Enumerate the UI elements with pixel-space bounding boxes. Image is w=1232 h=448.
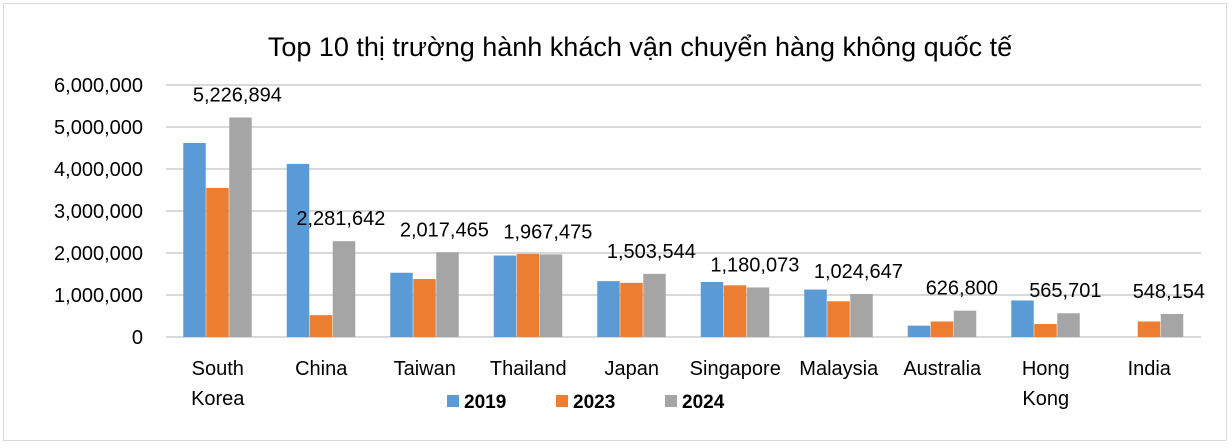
legend-swatch-2023 [556, 395, 568, 407]
data-label-2024: 2,281,642 [296, 208, 385, 230]
data-label-2024: 2,017,465 [400, 219, 489, 241]
x-tick-label: India [1128, 358, 1172, 380]
bar-2024 [436, 252, 459, 337]
bar-2024 [850, 293, 873, 337]
legend-swatch-2019 [447, 395, 459, 407]
bar-2019 [804, 289, 827, 337]
bar-2024 [953, 310, 977, 337]
y-tick-label: 6,000,000 [54, 75, 143, 97]
data-label-2024: 5,226,894 [193, 84, 282, 106]
data-label-2024: 565,701 [1029, 280, 1101, 302]
y-tick-label: 1,000,000 [54, 285, 143, 307]
bar-2023 [930, 321, 954, 337]
bar-2019 [286, 163, 310, 337]
x-tick-label: Kong [1022, 388, 1069, 410]
chart-title: Top 10 thị trường hành khách vận chuyển … [268, 32, 1012, 62]
legend-label-2024: 2024 [682, 392, 725, 413]
legend-label-2019: 2019 [464, 392, 506, 413]
y-tick-label: 3,000,000 [54, 201, 143, 223]
x-tick-label: Taiwan [394, 358, 456, 380]
bar-2019 [183, 142, 206, 337]
data-label-2024: 1,967,475 [503, 221, 592, 243]
bar-2019 [390, 272, 413, 337]
data-label-2024: 1,503,544 [607, 241, 696, 263]
bar-2024 [1057, 313, 1080, 337]
bar-2024 [746, 287, 770, 337]
data-label-2024: 1,024,647 [814, 261, 903, 283]
bar-2019 [1011, 300, 1034, 337]
bar-2023 [309, 315, 333, 337]
bar-2023 [1034, 323, 1057, 337]
y-tick-label: 0 [132, 327, 143, 349]
bar-2023 [516, 253, 540, 337]
y-tick-label: 4,000,000 [54, 159, 143, 181]
bar-2019 [907, 325, 931, 337]
x-tick-label: South [192, 358, 244, 380]
x-tick-label: Malaysia [799, 358, 879, 380]
chart-frame [3, 3, 1227, 441]
y-tick-label: 5,000,000 [54, 117, 143, 139]
bar-2024 [539, 254, 563, 337]
bar-2019 [700, 281, 724, 337]
bar-2023 [827, 301, 850, 337]
y-tick-label: 2,000,000 [54, 243, 143, 265]
x-tick-label: Hong [1022, 358, 1070, 380]
bar-2024 [229, 117, 252, 337]
x-tick-label: Japan [605, 358, 660, 380]
bar-2024 [332, 241, 356, 337]
data-label-2024: 1,180,073 [710, 254, 799, 276]
bar-2019 [493, 255, 517, 337]
bar-2023 [206, 187, 229, 337]
data-label-2024: 626,800 [926, 278, 998, 300]
bar-2023 [723, 285, 747, 337]
x-tick-label: Australia [903, 358, 982, 380]
bar-2023 [1137, 321, 1161, 337]
legend-swatch-2024 [665, 395, 677, 407]
bar-2019 [597, 281, 620, 337]
data-label-2024: 548,154 [1133, 281, 1205, 303]
bar-2023 [620, 282, 643, 337]
bar-2024 [1160, 313, 1184, 337]
bar-2023 [413, 279, 436, 337]
x-tick-label: China [295, 358, 348, 380]
x-tick-label: Korea [191, 388, 245, 410]
bar-2024 [643, 273, 666, 337]
legend-label-2023: 2023 [573, 392, 615, 413]
x-tick-label: Singapore [690, 358, 781, 380]
x-tick-label: Thailand [490, 358, 567, 380]
